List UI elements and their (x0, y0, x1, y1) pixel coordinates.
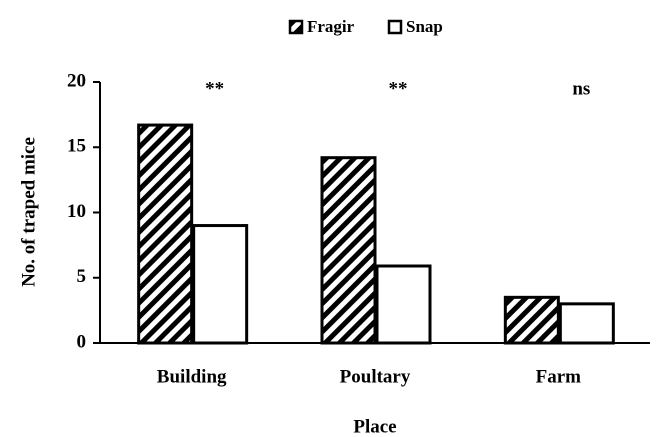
annotation: ** (389, 78, 408, 99)
bar (558, 302, 615, 345)
bar (375, 264, 432, 345)
annotation: ns (572, 78, 590, 99)
bar (137, 123, 194, 345)
annotation: ** (205, 78, 224, 99)
y-tick-label: 10 (67, 201, 86, 222)
legend-label: Fragir (307, 17, 355, 36)
legend-swatch (387, 19, 403, 35)
bar (192, 224, 249, 345)
legend-label: Snap (406, 17, 443, 36)
x-tick-label: Building (157, 366, 227, 387)
bar (320, 156, 377, 345)
legend-swatch (288, 19, 304, 35)
x-tick-label: Poultary (340, 366, 411, 387)
x-axis-label: Place (353, 416, 396, 437)
x-tick-label: Farm (536, 366, 582, 387)
y-tick-label: 20 (67, 70, 86, 91)
y-tick-label: 15 (67, 136, 86, 157)
y-axis-label: No. of traped mice (18, 137, 39, 287)
bar (503, 295, 560, 345)
y-tick-label: 5 (77, 266, 87, 287)
y-tick-label: 0 (77, 331, 87, 352)
